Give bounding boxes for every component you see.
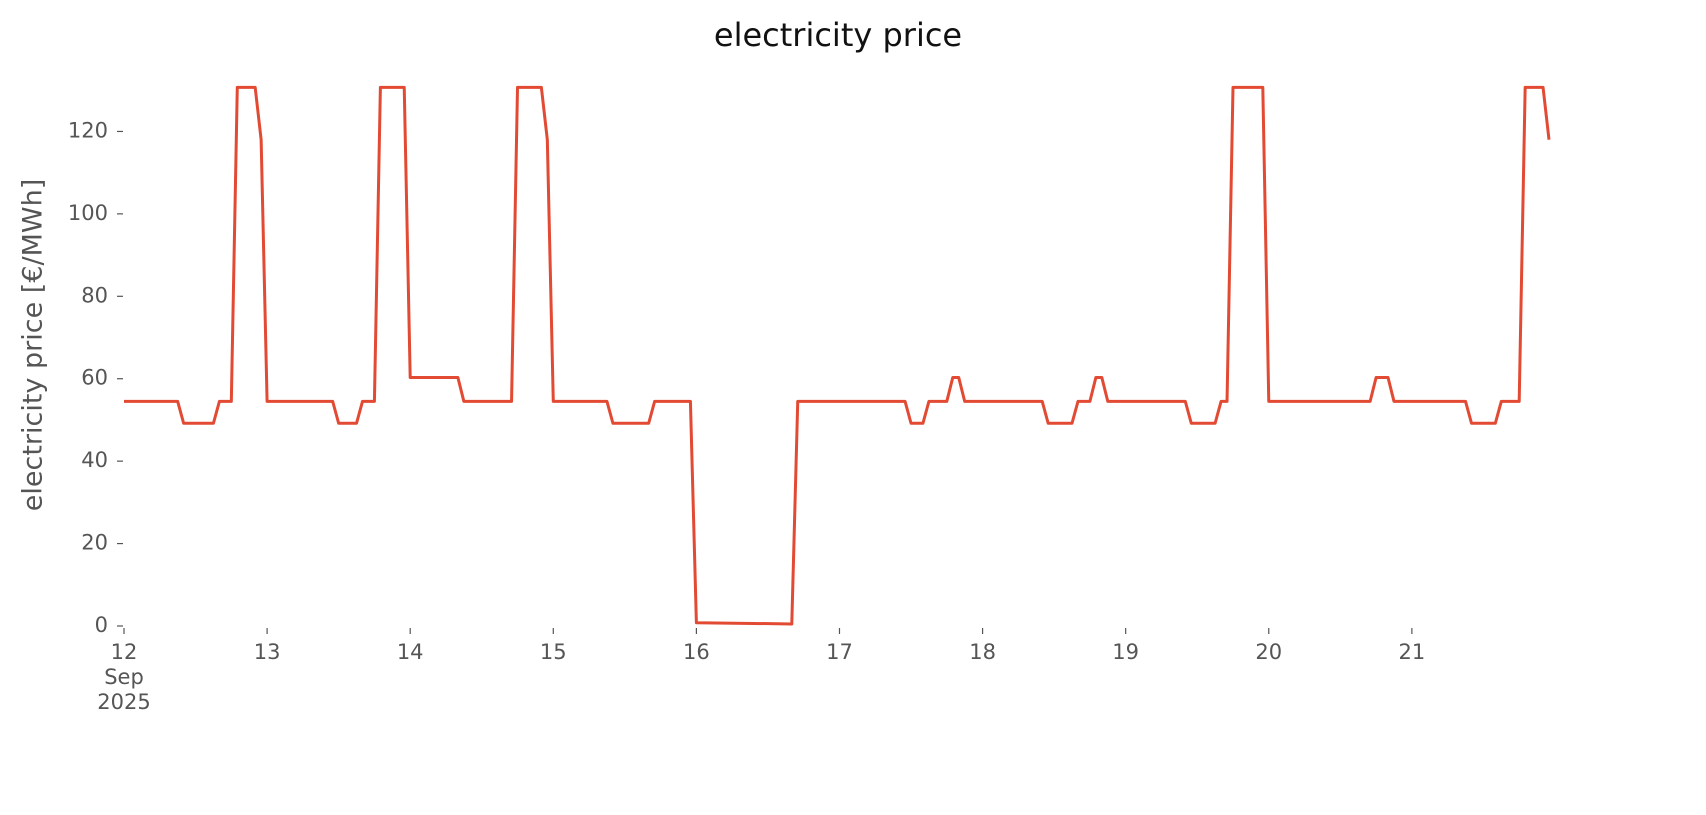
x-tick-label: 19 [1112,640,1140,664]
y-tick-label: 40 [81,448,108,472]
chart-title: electricity price [714,16,962,54]
y-tick-label: 0 [95,613,108,637]
y-tick-label: 20 [81,531,108,555]
y-tick-label: 80 [81,283,108,307]
x-tick-label: 15 [539,640,567,664]
x-tick-label: 20 [1255,640,1283,664]
y-tick-label: 100 [68,201,108,225]
y-tick-label: 120 [68,118,108,142]
y-tick-label: 60 [81,366,108,390]
x-tick-label: 17 [826,640,853,664]
x-tick-label: 18 [969,640,996,664]
price-line [124,85,1551,626]
x-tick-label: 13 [253,640,281,664]
x-tick-label: 16 [683,640,710,664]
x-tick-label: 14 [396,640,424,664]
x-tick-label: 21 [1398,640,1426,664]
x-tick-label: 12 Sep 2025 [97,640,151,715]
y-axis-label: electricity price [€/MWh] [18,179,49,511]
